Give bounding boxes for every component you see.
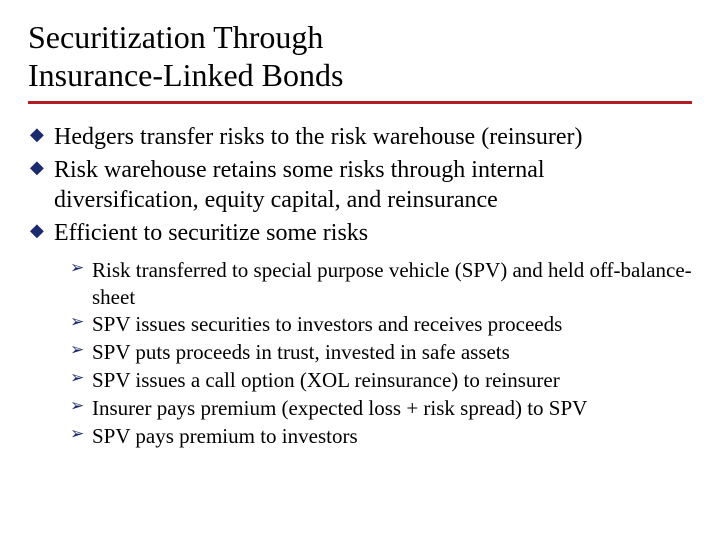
list-item: ➢ SPV pays premium to investors bbox=[70, 423, 692, 450]
bullet-list-level2: ➢ Risk transferred to special purpose ve… bbox=[70, 257, 692, 450]
title-rule bbox=[28, 101, 692, 104]
list-item: ➢ Insurer pays premium (expected loss + … bbox=[70, 395, 692, 422]
list-item: ➢ Risk transferred to special purpose ve… bbox=[70, 257, 692, 311]
title-line-2: Insurance-Linked Bonds bbox=[28, 57, 343, 93]
list-item-text: SPV issues a call option (XOL reinsuranc… bbox=[92, 368, 560, 392]
diamond-icon: ◆ bbox=[30, 125, 44, 143]
list-item-text: SPV issues securities to investors and r… bbox=[92, 312, 562, 336]
arrow-icon: ➢ bbox=[70, 397, 84, 414]
list-item-text: Hedgers transfer risks to the risk wareh… bbox=[54, 124, 582, 150]
diamond-icon: ◆ bbox=[30, 158, 44, 176]
arrow-icon: ➢ bbox=[70, 369, 84, 386]
arrow-icon: ➢ bbox=[70, 313, 84, 330]
title-line-1: Securitization Through bbox=[28, 19, 323, 55]
list-item: ◆ Hedgers transfer risks to the risk war… bbox=[28, 122, 692, 153]
list-item: ➢ SPV puts proceeds in trust, invested i… bbox=[70, 339, 692, 366]
list-item: ◆ Risk warehouse retains some risks thro… bbox=[28, 155, 692, 216]
diamond-icon: ◆ bbox=[30, 221, 44, 239]
bullet-list-level1: ◆ Hedgers transfer risks to the risk war… bbox=[28, 122, 692, 249]
arrow-icon: ➢ bbox=[70, 425, 84, 442]
list-item-text: Risk warehouse retains some risks throug… bbox=[54, 157, 545, 214]
arrow-icon: ➢ bbox=[70, 341, 84, 358]
slide: Securitization Through Insurance-Linked … bbox=[0, 0, 720, 540]
list-item-text: Efficient to securitize some risks bbox=[54, 220, 368, 246]
list-item: ◆ Efficient to securitize some risks bbox=[28, 218, 692, 249]
list-item: ➢ SPV issues a call option (XOL reinsura… bbox=[70, 367, 692, 394]
list-item-text: Insurer pays premium (expected loss + ri… bbox=[92, 396, 587, 420]
slide-title: Securitization Through Insurance-Linked … bbox=[28, 18, 692, 95]
list-item-text: SPV pays premium to investors bbox=[92, 424, 358, 448]
arrow-icon: ➢ bbox=[70, 259, 84, 276]
list-item: ➢ SPV issues securities to investors and… bbox=[70, 311, 692, 338]
list-item-text: SPV puts proceeds in trust, invested in … bbox=[92, 340, 510, 364]
list-item-text: Risk transferred to special purpose vehi… bbox=[92, 258, 692, 309]
